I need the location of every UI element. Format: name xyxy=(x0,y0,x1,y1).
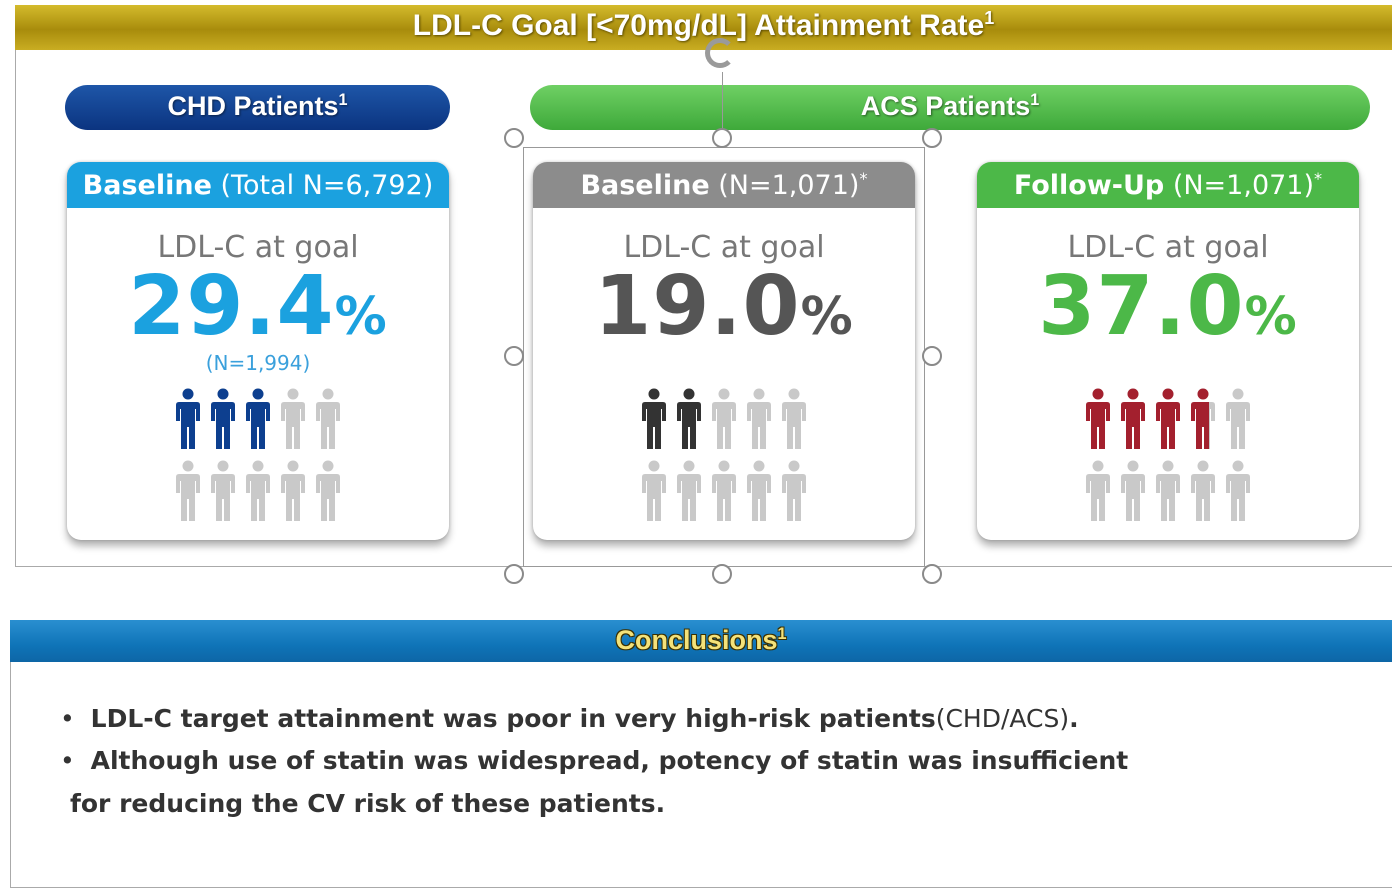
rate-value: 19.0 xyxy=(594,259,801,354)
person-icon xyxy=(712,388,736,449)
card-n: (Total N=6,792) xyxy=(220,170,434,201)
person-icon xyxy=(642,388,666,449)
card-n: (N=1,071) xyxy=(1172,170,1315,201)
resize-handle[interactable] xyxy=(504,346,524,366)
group-text: ACS Patients xyxy=(860,91,1031,121)
resize-handle[interactable] xyxy=(922,346,942,366)
conclusions-bar: Conclusions1 xyxy=(10,620,1392,662)
card-header: Follow-Up (N=1,071)* xyxy=(977,162,1359,208)
resize-handle[interactable] xyxy=(712,128,732,148)
bullet-text: (CHD/ACS) xyxy=(935,704,1070,733)
bullet-text: Although use of statin was widespread, p… xyxy=(90,746,1129,775)
person-icon xyxy=(1226,460,1250,521)
person-icon xyxy=(176,460,200,521)
bullet-continued: for reducing the CV risk of these patien… xyxy=(70,789,665,818)
rate: 19.0% xyxy=(533,265,915,359)
card-label: Baseline xyxy=(580,170,710,201)
footnote-ref: 1 xyxy=(777,625,787,643)
person-icon xyxy=(642,460,666,521)
card-label: Baseline xyxy=(82,170,212,201)
rate-value: 37.0 xyxy=(1038,259,1245,354)
card-n: (N=1,071) xyxy=(718,170,860,201)
footnote-ref: 1 xyxy=(1030,91,1040,109)
person-icon xyxy=(246,388,270,449)
person-icon xyxy=(1191,460,1215,521)
title: LDL-C Goal [<70mg/dL] Attainment Rate xyxy=(412,9,985,42)
person-icon xyxy=(246,460,270,521)
person-icon xyxy=(1191,388,1215,449)
selection-frame xyxy=(523,147,925,567)
rate-value: 29.4 xyxy=(128,259,335,354)
card: Baseline (Total N=6,792) LDL-C at goal 2… xyxy=(67,162,449,540)
card-note: * xyxy=(1314,169,1323,188)
group-label: CHD Patients1 xyxy=(65,85,450,130)
person-icon xyxy=(281,460,305,521)
bullet: • Although use of statin was widespread,… xyxy=(60,746,1129,775)
resize-handle[interactable] xyxy=(922,128,942,148)
person-icon xyxy=(211,388,235,449)
card-header: Baseline (N=1,071)* xyxy=(533,162,915,208)
icon-row xyxy=(977,460,1359,522)
person-icon xyxy=(782,388,806,449)
person-icon xyxy=(1156,460,1180,521)
person-icon xyxy=(747,460,771,521)
person-icon xyxy=(1226,388,1250,449)
person-icon xyxy=(1086,388,1110,449)
metric: LDL-C at goal xyxy=(1067,230,1269,265)
person-icon xyxy=(712,460,736,521)
icon-row xyxy=(67,460,449,522)
icons xyxy=(533,388,915,532)
rotate-stem xyxy=(722,72,723,138)
footnote-ref: 1 xyxy=(338,91,348,109)
resize-handle[interactable] xyxy=(712,564,732,584)
resize-handle[interactable] xyxy=(504,128,524,148)
rate-unit: % xyxy=(334,287,388,347)
icon-row xyxy=(977,388,1359,450)
person-icon xyxy=(316,460,340,521)
footnote-ref: 1 xyxy=(984,8,995,28)
card-header: Baseline (Total N=6,792) xyxy=(67,162,449,208)
metric: LDL-C at goal xyxy=(157,230,359,265)
icon-row xyxy=(533,388,915,450)
person-icon xyxy=(1121,388,1145,449)
person-icon xyxy=(1156,388,1180,449)
icon-row xyxy=(67,388,449,450)
person-icon xyxy=(1086,460,1110,521)
rotate-handle[interactable] xyxy=(705,38,735,68)
conclusions-title: Conclusions xyxy=(615,625,778,655)
metric: LDL-C at goal xyxy=(623,230,825,265)
person-icon xyxy=(677,388,701,449)
icon-row xyxy=(533,460,915,522)
rate-unit: % xyxy=(800,287,854,347)
group-text: CHD Patients xyxy=(167,91,339,121)
bullet-text: for reducing the CV risk of these patien… xyxy=(70,789,666,818)
person-icon xyxy=(747,388,771,449)
icons xyxy=(67,388,449,532)
person-icon xyxy=(211,460,235,521)
bullet-text: LDL-C target attainment was poor in very… xyxy=(90,704,936,733)
icons xyxy=(977,388,1359,532)
bullet: • LDL-C target attainment was poor in ve… xyxy=(60,704,1079,733)
person-icon xyxy=(677,460,701,521)
person-icon xyxy=(176,388,200,449)
card-label: Follow-Up xyxy=(1013,170,1165,201)
person-icon xyxy=(281,388,305,449)
bullet-text: . xyxy=(1069,704,1079,733)
title-bar: LDL-C Goal [<70mg/dL] Attainment Rate1 xyxy=(15,5,1392,50)
person-icon xyxy=(1121,460,1145,521)
resize-handle[interactable] xyxy=(922,564,942,584)
resize-handle[interactable] xyxy=(504,564,524,584)
person-icon xyxy=(316,388,340,449)
rate: 29.4% xyxy=(67,265,449,359)
rate: 37.0% xyxy=(977,265,1359,359)
rate-unit: % xyxy=(1244,287,1298,347)
card: Baseline (N=1,071)* LDL-C at goal 19.0% xyxy=(533,162,915,540)
card-note: * xyxy=(859,169,868,188)
card: Follow-Up (N=1,071)* LDL-C at goal 37.0% xyxy=(977,162,1359,540)
count: (N=1,994) xyxy=(205,351,311,375)
person-icon xyxy=(782,460,806,521)
group-label: ACS Patients1 xyxy=(530,85,1370,130)
